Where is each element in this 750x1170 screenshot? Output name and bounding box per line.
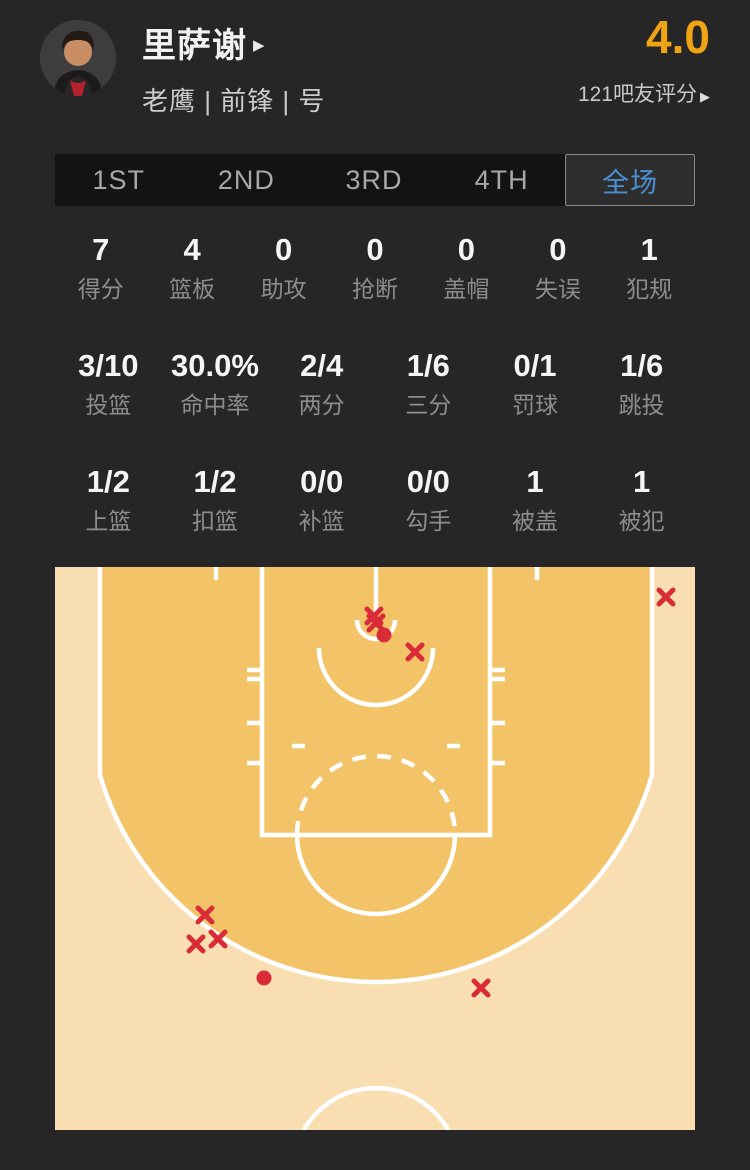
missed-shot-marker [405, 642, 425, 662]
stat-value: 1/2 [86, 464, 130, 499]
stat-label: 跳投 [618, 392, 665, 418]
stat-value: 1/2 [193, 464, 237, 499]
stat-label: 篮板 [169, 276, 216, 302]
tab-全场[interactable]: 全场 [565, 154, 695, 206]
missed-shot-marker [186, 934, 206, 954]
stat-value: 0/1 [513, 348, 557, 383]
stat-label: 勾手 [405, 508, 452, 534]
stat-勾手: 0/0 勾手 [375, 464, 482, 534]
stat-label: 命中率 [180, 392, 250, 418]
stat-三分: 1/6 三分 [375, 348, 482, 418]
stat-投篮: 3/10 投篮 [55, 348, 162, 418]
stat-label: 两分 [298, 392, 345, 418]
stat-value: 0 [274, 232, 293, 267]
stat-label: 助攻 [260, 276, 307, 302]
court-inside-area [100, 567, 652, 982]
stat-value: 0/0 [300, 464, 344, 499]
stat-value: 1/6 [406, 348, 450, 383]
three-point-line [97, 567, 655, 985]
stat-label: 三分 [405, 392, 452, 418]
stat-value: 1 [633, 464, 651, 499]
stat-跳投: 1/6 跳投 [588, 348, 695, 418]
missed-shot-marker [366, 613, 386, 633]
stat-value: 0 [549, 232, 567, 267]
stat-label: 失误 [534, 276, 581, 302]
player-rating: 4.0 [646, 11, 710, 63]
stat-value: 0/0 [406, 464, 450, 499]
stat-被盖: 1 被盖 [482, 464, 589, 534]
tab-3RD[interactable]: 3RD [345, 164, 403, 195]
stat-上篮: 1/2 上篮 [55, 464, 162, 534]
stat-value: 1/6 [620, 348, 664, 383]
player-header: 里萨谢 ▶ 老鹰 | 前锋 | 号 4.0 121吧友评分 ▶ [0, 0, 750, 118]
made-shot-marker [376, 627, 392, 643]
stat-犯规: 1 犯规 [604, 232, 695, 302]
stat-label: 被盖 [511, 508, 558, 534]
stat-label: 投篮 [85, 392, 132, 418]
stat-助攻: 0 助攻 [238, 232, 329, 302]
stat-label: 盖帽 [443, 276, 490, 302]
stat-命中率: 30.0% 命中率 [162, 348, 269, 418]
bottom-bar [0, 1130, 750, 1170]
rating-votes-link[interactable]: 121吧友评分 ▶ [577, 83, 710, 106]
stat-被犯: 1 被犯 [588, 464, 695, 534]
chevron-right-icon: ▶ [253, 36, 265, 54]
stat-value: 7 [92, 232, 110, 267]
stat-value: 3/10 [78, 348, 139, 383]
stat-value: 2/4 [300, 348, 344, 383]
key-rectangle [259, 567, 493, 838]
player-photo-icon [40, 20, 116, 96]
missed-shot-marker [208, 929, 228, 949]
free-throw-circle-dashed [294, 753, 458, 836]
tab-4TH[interactable]: 4TH [474, 164, 529, 195]
stat-value: 0 [366, 232, 384, 267]
player-name[interactable]: 里萨谢 [142, 27, 247, 65]
rim-arc [354, 619, 398, 642]
stat-抢断: 0 抢断 [329, 232, 420, 302]
missed-shot-marker [656, 587, 676, 607]
stat-label: 犯规 [626, 276, 673, 302]
court-diagram [55, 567, 695, 1130]
stat-value: 0 [457, 232, 476, 267]
missed-shot-marker [471, 978, 491, 998]
chevron-right-icon: ▶ [700, 89, 710, 104]
stat-两分: 2/4 两分 [268, 348, 375, 418]
stat-value: 1 [640, 232, 658, 267]
stat-罚球: 0/1 罚球 [482, 348, 589, 418]
stat-value: 4 [183, 232, 201, 267]
player-team-position: 老鹰 | 前锋 | 号 [142, 86, 326, 116]
free-throw-circle-solid [294, 834, 458, 917]
stat-label: 罚球 [511, 392, 558, 418]
stat-篮板: 4 篮板 [146, 232, 237, 302]
missed-shot-marker [195, 905, 215, 925]
tab-2ND[interactable]: 2ND [217, 164, 275, 195]
stat-value: 1 [526, 464, 544, 499]
stat-label: 得分 [77, 276, 124, 302]
restricted-area-arc [316, 647, 436, 708]
stat-label: 扣篮 [191, 508, 238, 534]
half-court-circle [301, 1085, 451, 1130]
stat-label: 上篮 [85, 508, 132, 534]
shot-markers [186, 587, 676, 998]
stat-row: 3/10 投篮 30.0% 命中率 2/4 两分 1/6 三分 0/1 罚球 1/6 跳投 [55, 348, 695, 418]
stats-section: 7 得分 4 篮板 0 助攻 0 抢断 0 盖帽 0 失误 1 犯规 3/10 投篮 30.0% 命中率 2/4 两分… [55, 232, 695, 534]
stat-得分: 7 得分 [55, 232, 146, 302]
stat-失误: 0 失误 [512, 232, 603, 302]
stat-盖帽: 0 盖帽 [421, 232, 512, 302]
stat-补篮: 0/0 补篮 [268, 464, 375, 534]
stat-label: 补篮 [298, 508, 345, 534]
tab-1ST[interactable]: 1ST [92, 164, 146, 195]
made-shot-marker [256, 970, 272, 986]
stat-label: 抢断 [351, 276, 398, 302]
stat-label: 被犯 [618, 508, 665, 534]
shot-chart [55, 567, 695, 1130]
quarter-tabs: 1ST 2ND 3RD 4TH 全场 [55, 154, 695, 206]
player-avatar[interactable] [40, 20, 116, 96]
stat-row: 7 得分 4 篮板 0 助攻 0 抢断 0 盖帽 0 失误 1 犯规 [55, 232, 695, 302]
stat-value: 30.0% [171, 348, 259, 383]
stat-row: 1/2 上篮 1/2 扣篮 0/0 补篮 0/0 勾手 1 被盖 1 被犯 [55, 464, 695, 534]
stat-扣篮: 1/2 扣篮 [162, 464, 269, 534]
